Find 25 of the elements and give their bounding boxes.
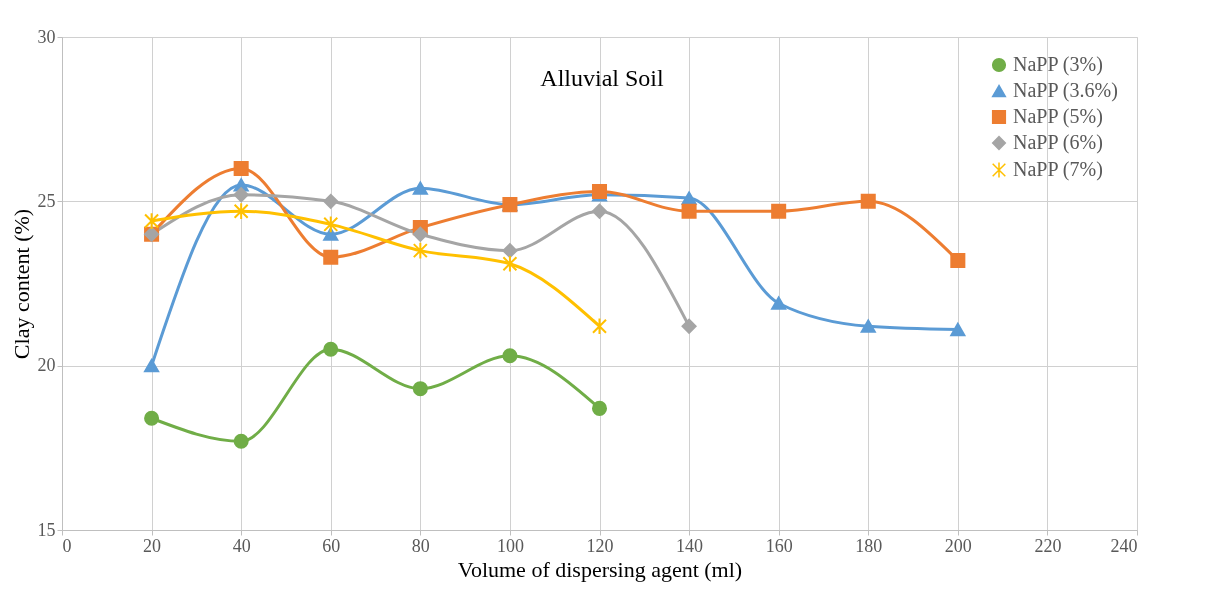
x-tick-label: 40 bbox=[232, 535, 251, 556]
x-tick-label: 80 bbox=[411, 535, 430, 556]
x-tick-label: 160 bbox=[765, 535, 793, 556]
x-tick-label: 200 bbox=[944, 535, 972, 556]
legend-label: NaPP (6%) bbox=[1013, 131, 1103, 154]
legend-label: NaPP (3%) bbox=[1013, 53, 1103, 76]
x-tick-label: 120 bbox=[586, 535, 614, 556]
x-tick-label: 240 bbox=[1110, 535, 1138, 556]
x-tick-label: 220 bbox=[1034, 535, 1062, 556]
y-tick-label: 15 bbox=[37, 519, 56, 540]
legend-label: NaPP (3.6%) bbox=[1013, 79, 1118, 102]
y-tick-label: 25 bbox=[37, 190, 56, 211]
x-tick-label: 0 bbox=[62, 535, 72, 556]
x-tick-label: 60 bbox=[322, 535, 341, 556]
x-tick-label: 180 bbox=[855, 535, 883, 556]
x-axis-title: Volume of dispersing agent (ml) bbox=[457, 556, 743, 582]
x-tick-label: 140 bbox=[676, 535, 704, 556]
annotation: Alluvial Soil bbox=[540, 65, 664, 91]
y-axis-title: Clay content (%) bbox=[8, 208, 34, 360]
legend-label: NaPP (5%) bbox=[1013, 105, 1103, 128]
y-tick-label: 30 bbox=[37, 26, 56, 47]
y-tick-label: 20 bbox=[37, 355, 56, 376]
legend-label: NaPP (7%) bbox=[1013, 158, 1103, 181]
x-tick-label: 20 bbox=[143, 535, 162, 556]
x-tick-label: 100 bbox=[496, 535, 524, 556]
